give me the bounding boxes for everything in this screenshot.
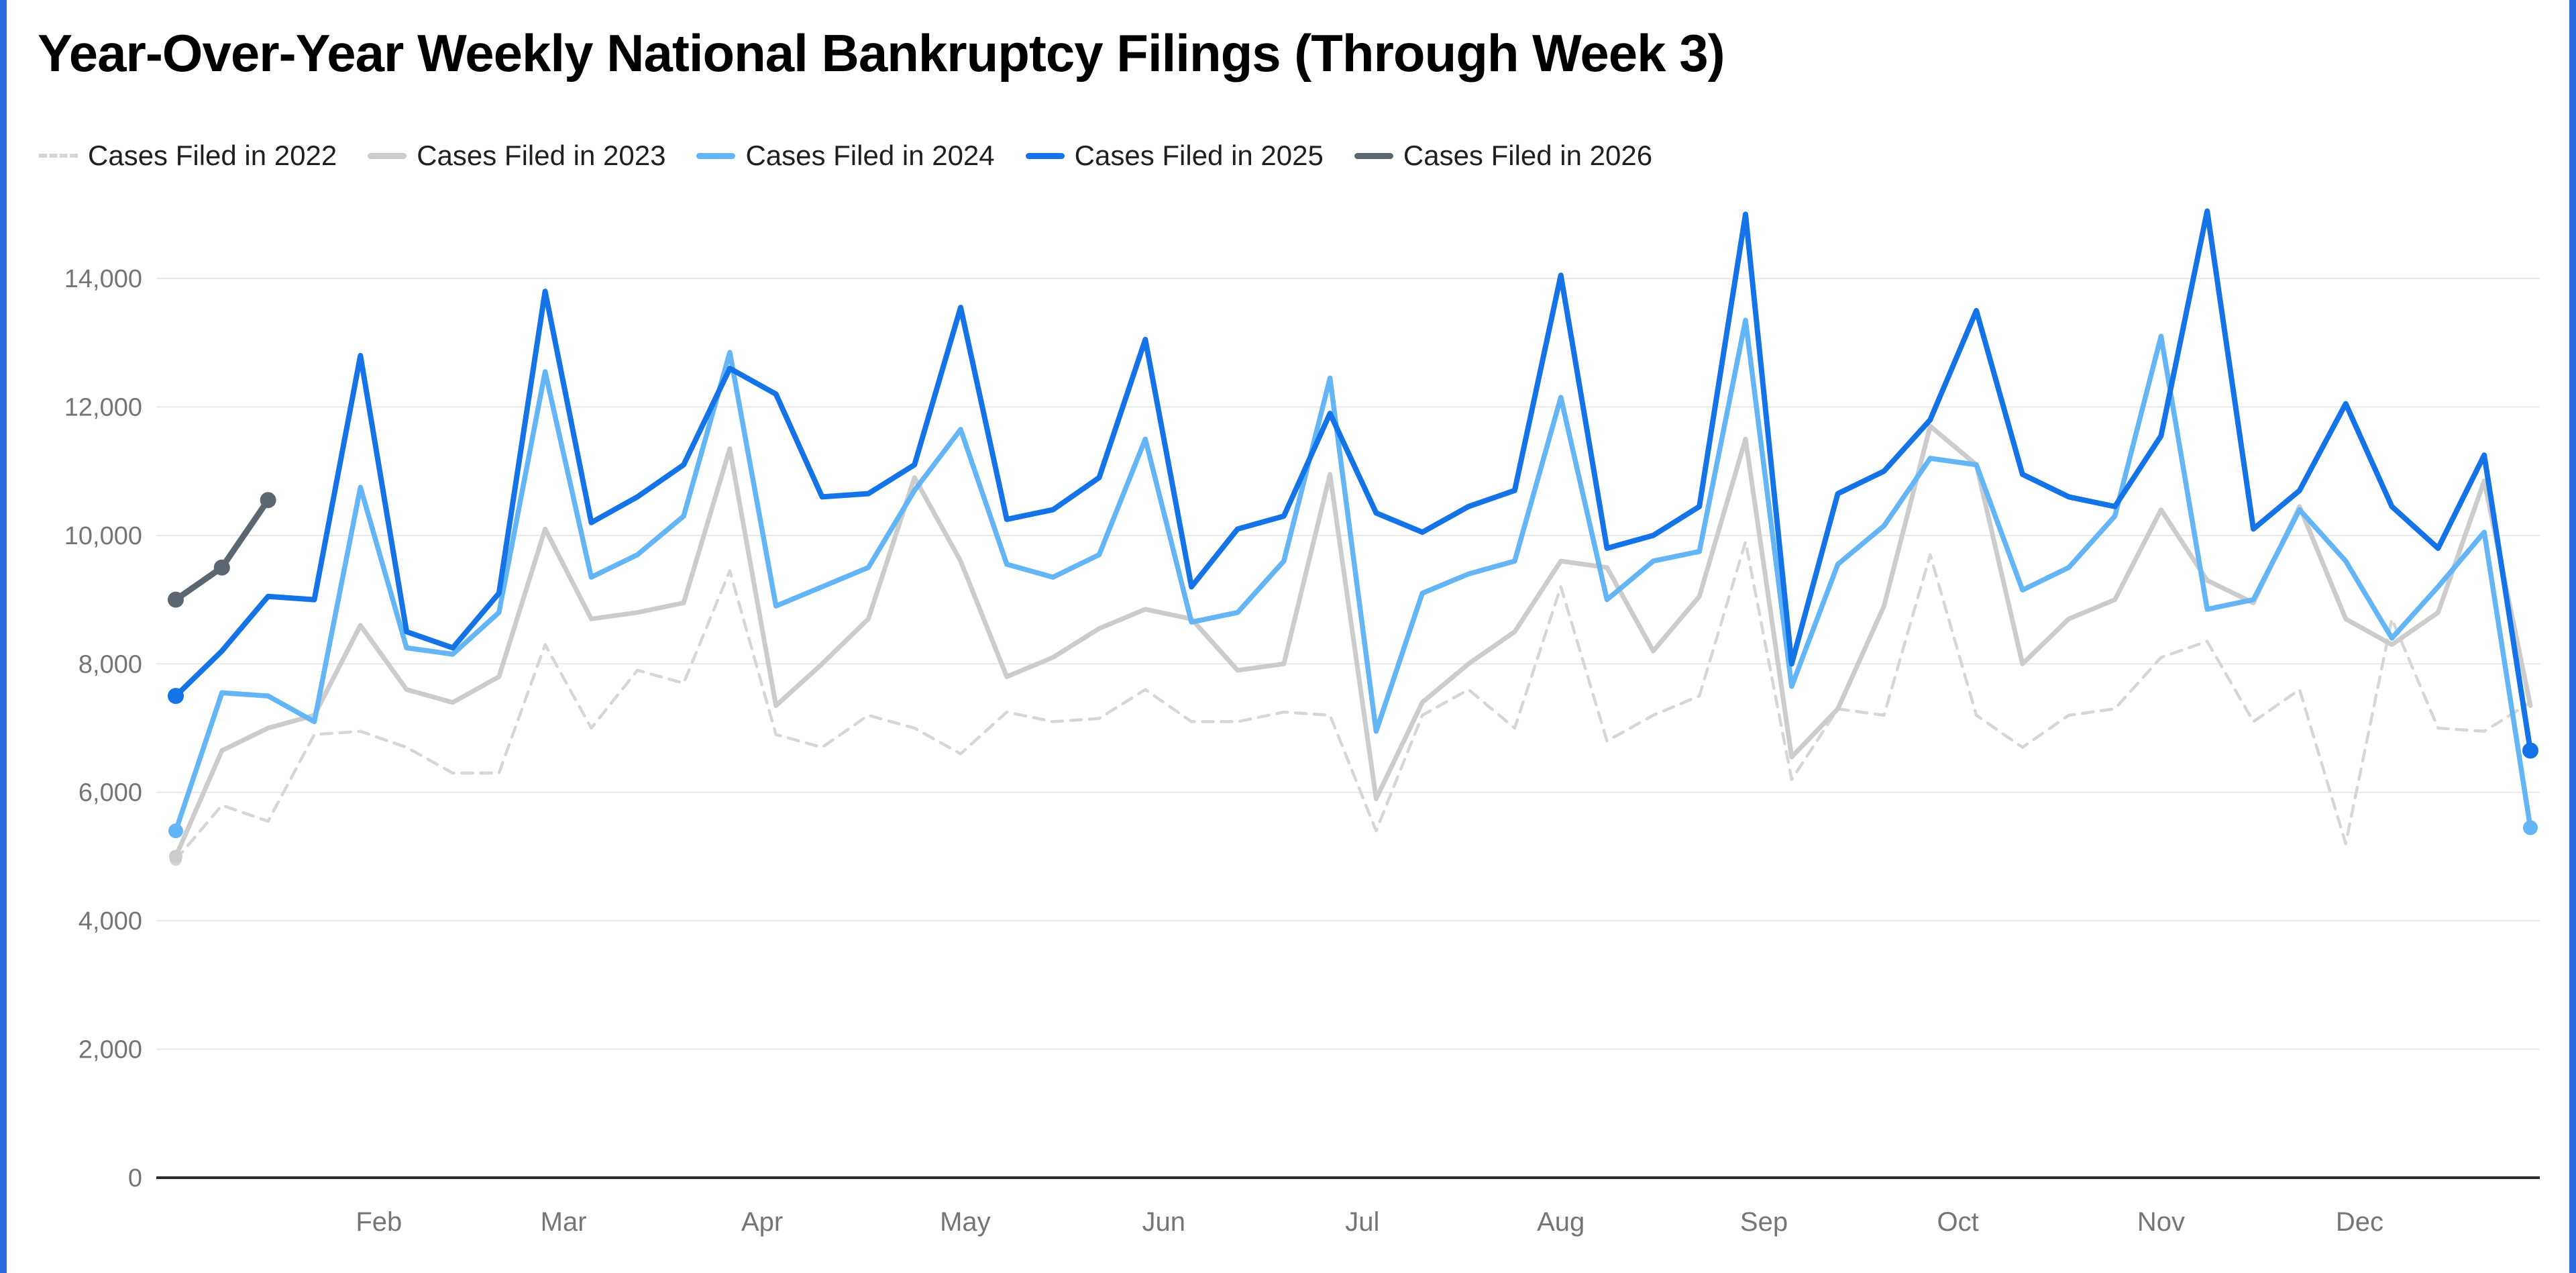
series-line-2025 (173, 208, 2533, 754)
x-tick-label: Aug (1537, 1207, 1585, 1237)
legend-item-2023: Cases Filed in 2023 (368, 140, 665, 172)
series-point-marker-2026 (213, 559, 230, 576)
legend-swatch-2024 (696, 152, 736, 159)
x-tick-label: Sep (1740, 1207, 1788, 1237)
y-tick-label: 2,000 (78, 1036, 142, 1064)
x-tick-label: Oct (1937, 1207, 1978, 1237)
legend-swatch-2026 (1354, 152, 1393, 159)
legend-swatch-2022 (39, 154, 78, 158)
x-tick-label: Mar (541, 1207, 587, 1237)
y-tick-label: 4,000 (78, 907, 142, 935)
series-line-2026 (172, 497, 272, 603)
legend-item-2024: Cases Filed in 2024 (696, 140, 995, 172)
legend-label-2022: Cases Filed in 2022 (88, 140, 337, 171)
legend-label-2025: Cases Filed in 2025 (1074, 140, 1324, 171)
series-line-2024 (173, 317, 2533, 833)
series-line-2022 (174, 540, 2532, 862)
series-point-marker-2024 (2523, 820, 2538, 835)
chart-legend: Cases Filed in 2022 Cases Filed in 2023 Ca… (39, 140, 1652, 172)
series-point-marker-2024 (168, 823, 183, 839)
y-tick-label: 14,000 (64, 265, 142, 293)
legend-item-2022: Cases Filed in 2022 (39, 140, 337, 172)
legend-item-2026: Cases Filed in 2026 (1354, 140, 1652, 172)
legend-item-2025: Cases Filed in 2025 (1025, 140, 1324, 172)
legend-label-2023: Cases Filed in 2023 (417, 140, 666, 171)
series-line-2023 (173, 423, 2533, 859)
y-tick-label: 12,000 (64, 393, 142, 421)
x-tick-label: Dec (2336, 1207, 2383, 1237)
y-tick-label: 6,000 (78, 779, 142, 807)
chart-title: Year-Over-Year Weekly National Bankruptc… (38, 23, 1725, 83)
legend-swatch-2023 (368, 152, 407, 159)
x-tick-label: Jul (1345, 1207, 1379, 1237)
series-point-marker-2026 (260, 492, 276, 509)
legend-label-2024: Cases Filed in 2024 (745, 140, 995, 171)
y-tick-label: 10,000 (64, 522, 142, 550)
left-edge-accent (0, 0, 7, 1273)
series-point-marker-2025 (168, 688, 184, 705)
y-tick-label: 8,000 (78, 650, 142, 678)
x-tick-label: Feb (356, 1207, 402, 1237)
y-tick-label: 0 (128, 1164, 142, 1192)
x-tick-label: Nov (2137, 1207, 2185, 1237)
legend-swatch-2025 (1025, 152, 1065, 159)
legend-label-2026: Cases Filed in 2026 (1403, 140, 1653, 171)
x-tick-label: May (940, 1207, 991, 1237)
x-tick-label: Jun (1142, 1207, 1186, 1237)
series-point-marker-2026 (168, 591, 184, 608)
series-point-marker-2025 (2522, 742, 2538, 759)
right-edge-accent (2569, 0, 2576, 1273)
series-point-marker-2023 (169, 850, 182, 864)
x-tick-label: Apr (741, 1207, 783, 1237)
